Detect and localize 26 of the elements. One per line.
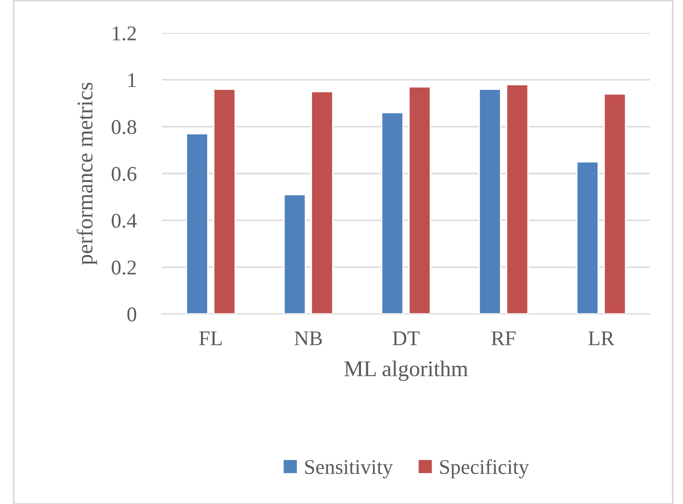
y-tick-label: 0.6 — [112, 166, 136, 182]
x-tick-label: NB — [294, 331, 322, 346]
x-tick-label: DT — [392, 331, 420, 346]
y-tick-label: 0.8 — [112, 120, 136, 134]
bar — [576, 161, 599, 314]
x-tick-label: RF — [491, 331, 516, 346]
legend-label: Sensitivity — [305, 460, 393, 478]
bar — [213, 88, 236, 314]
x-tick-label: FL — [199, 331, 222, 346]
bar — [186, 132, 209, 314]
y-axis-title: performance metrics — [76, 82, 98, 265]
bar — [478, 88, 502, 314]
x-tick-label: LR — [588, 331, 614, 346]
y-tick-label: 1.2 — [112, 26, 136, 41]
y-tick-label: 0.2 — [112, 260, 136, 275]
bar — [408, 86, 432, 314]
legend-label: Specificity — [440, 459, 529, 478]
y-tick-label: 0 — [127, 307, 136, 322]
bar — [506, 84, 529, 314]
x-axis-title: ML algorithm — [344, 360, 468, 381]
y-tick-label: 0.4 — [112, 214, 137, 228]
bar — [283, 194, 306, 314]
bar — [603, 93, 626, 314]
bar — [310, 90, 334, 314]
bar — [380, 112, 404, 314]
y-tick-label: 1 — [128, 73, 136, 88]
